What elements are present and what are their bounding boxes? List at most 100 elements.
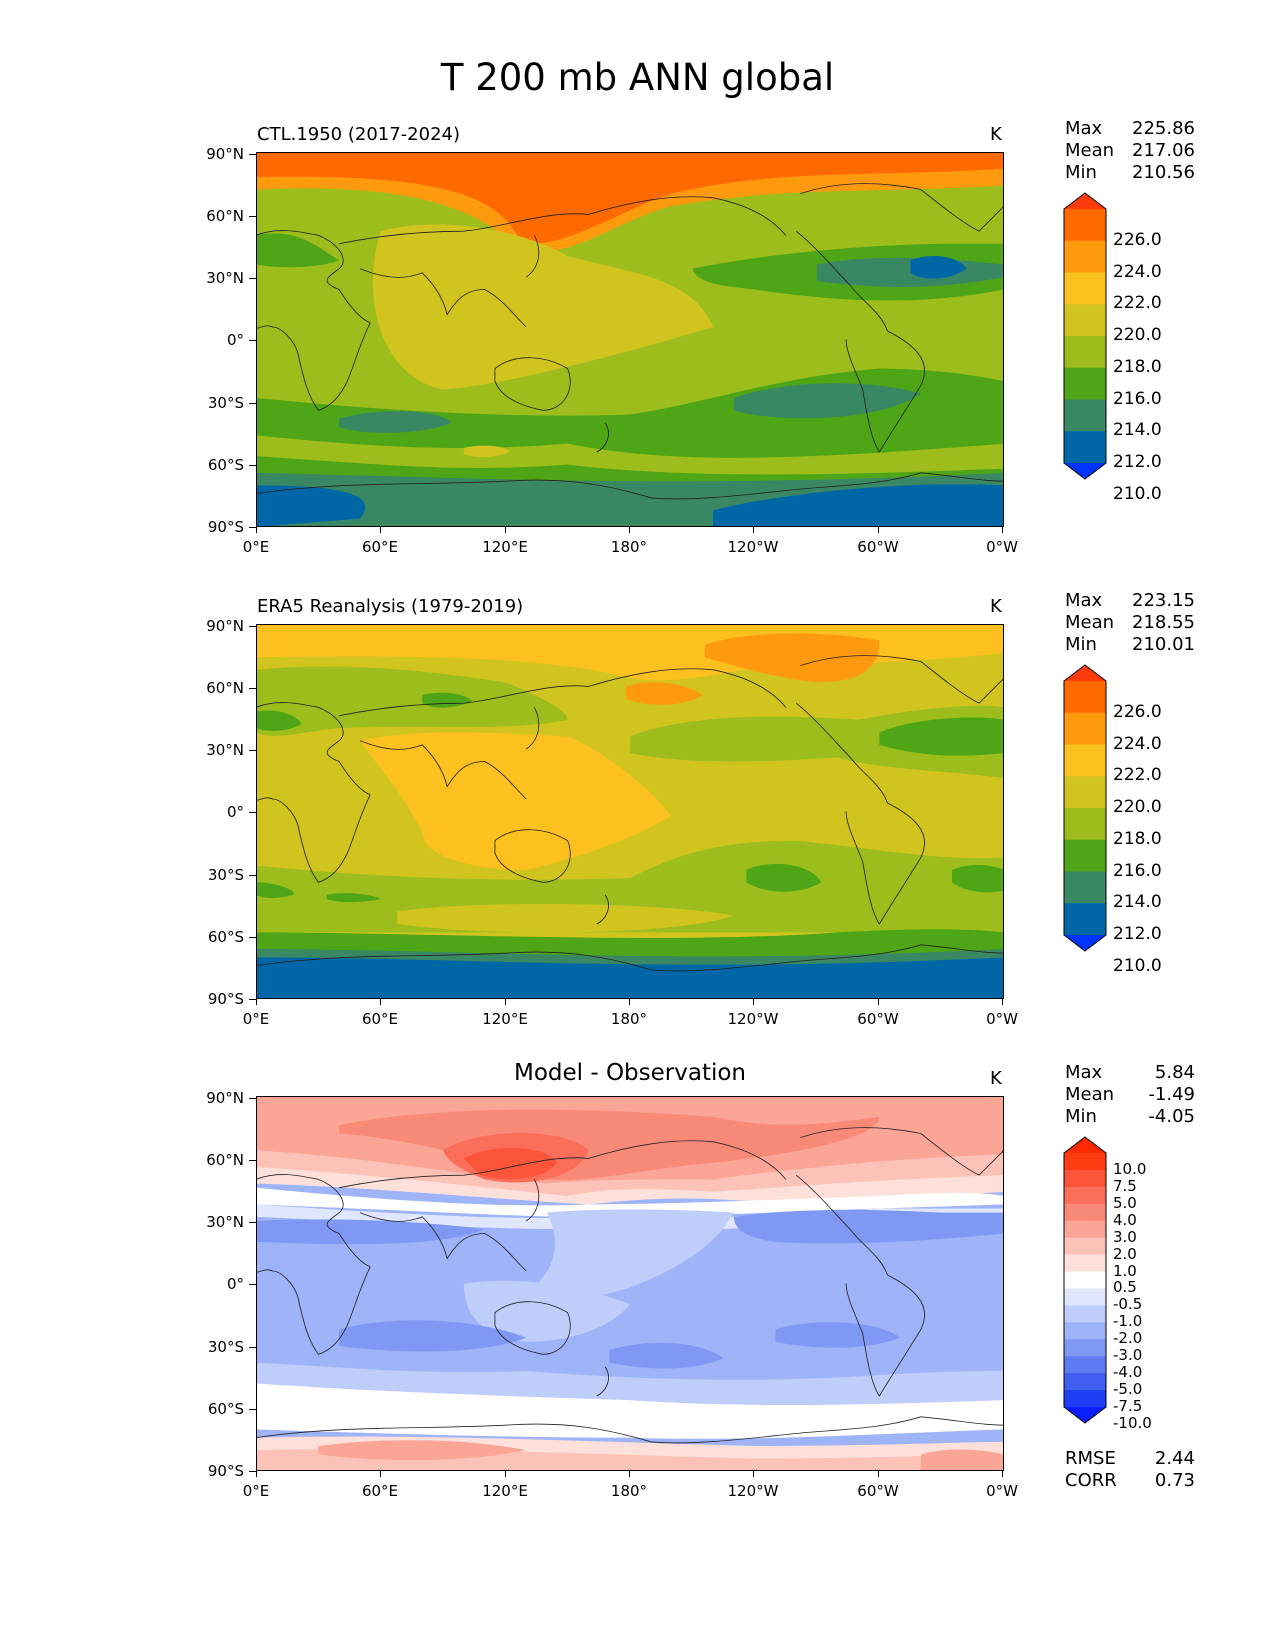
lon-tick — [629, 1470, 630, 1477]
colorbar-graphic — [1063, 1136, 1107, 1424]
colorbar-tick-label: 5.0 — [1113, 1193, 1137, 1212]
colorbar-graphic — [1063, 192, 1107, 480]
colorbar-tick-label: 222.0 — [1113, 293, 1162, 314]
lat-label: 0° — [226, 331, 244, 349]
lat-label: 60°N — [206, 679, 244, 697]
colorbar-bin — [1064, 744, 1106, 777]
field-region — [775, 1322, 901, 1348]
mean-value: 217.06 — [1132, 140, 1195, 161]
colorbar-bin — [1064, 209, 1106, 242]
min-value: 210.56 — [1132, 162, 1195, 183]
colorbar-bin — [1064, 1373, 1106, 1391]
map-field-ctl — [256, 152, 1004, 527]
lon-tick — [256, 1470, 257, 1477]
colorbar-tick-label: -2.0 — [1113, 1329, 1143, 1348]
field-region — [256, 1383, 1004, 1439]
mean-label: Mean — [1065, 140, 1115, 161]
colorbar-bin — [1064, 1186, 1106, 1205]
field-region — [256, 152, 1004, 158]
lon-label: 120°W — [727, 538, 779, 556]
max-label: Max — [1065, 590, 1103, 611]
field-region — [359, 732, 672, 870]
lat-label: 60°N — [206, 1151, 244, 1169]
map-diff — [256, 1096, 1004, 1471]
lat-tick — [249, 1471, 256, 1472]
field-region — [713, 484, 1004, 527]
field-region — [318, 1440, 527, 1461]
lat-label: 90°S — [207, 990, 244, 1008]
lon-tick — [256, 526, 257, 533]
mean-label: Mean — [1065, 1084, 1115, 1105]
rmse-value: 2.44 — [1154, 1448, 1195, 1469]
coastlines — [256, 183, 1004, 500]
panel-title: ERA5 Reanalysis (1979-2019) — [257, 596, 524, 617]
lon-label: 0°E — [242, 1010, 270, 1028]
lon-tick — [380, 1470, 381, 1477]
lat-label: 60°N — [206, 207, 244, 225]
colorbar-tick-label: 0.5 — [1113, 1278, 1137, 1297]
field-region — [505, 1209, 734, 1309]
lat-label: 90°S — [207, 518, 244, 536]
lon-label: 60°W — [857, 1010, 899, 1028]
stats-box: Max 225.86 Mean 217.06 Min 210.56 — [1065, 118, 1195, 184]
colorbar-bin — [1064, 808, 1106, 841]
lat-label: 90°S — [207, 1462, 244, 1480]
lon-label: 0°E — [242, 1482, 270, 1500]
lon-label: 180° — [610, 1482, 648, 1500]
lat-label: 30°N — [206, 269, 244, 287]
lon-label: 0°W — [986, 1010, 1018, 1028]
colorbar-tick-label: 214.0 — [1113, 420, 1162, 441]
colorbar-tick-label: -3.0 — [1113, 1346, 1143, 1365]
colorbar-bin — [1064, 1305, 1106, 1323]
mean-label: Mean — [1065, 612, 1115, 633]
lat-tick — [249, 1160, 256, 1161]
colorbar-tick-label: 210.0 — [1113, 955, 1162, 976]
colorbar-extend-min — [1064, 1407, 1106, 1423]
lon-label: 120°E — [482, 538, 528, 556]
lon-tick — [1002, 1470, 1003, 1477]
lat-tick — [249, 154, 256, 155]
panel-era5: ERA5 Reanalysis (1979-2019) K — [0, 584, 1275, 1054]
field-region — [952, 865, 1004, 893]
field-region — [326, 893, 381, 903]
lat-tick — [249, 688, 256, 689]
field-region — [733, 1209, 1004, 1244]
colorbar-bin — [1064, 1169, 1106, 1188]
colorbar-tick-label: 1.0 — [1113, 1261, 1137, 1280]
lon-label: 120°W — [727, 1482, 779, 1500]
lat-tick — [249, 403, 256, 404]
colorbar-tick-label: 212.0 — [1113, 452, 1162, 472]
lat-tick — [249, 812, 256, 813]
colorbar-bin — [1064, 272, 1106, 305]
lat-tick — [249, 216, 256, 217]
lat-tick — [249, 750, 256, 751]
colorbar-bin — [1064, 871, 1106, 904]
lat-label: 90°N — [206, 145, 244, 163]
colorbar-tick-label: -4.0 — [1113, 1363, 1143, 1382]
lat-tick — [249, 1098, 256, 1099]
colorbar-extend-max — [1064, 193, 1106, 209]
lat-tick — [249, 465, 256, 466]
lat-label: 30°S — [207, 1338, 244, 1356]
colorbar-tick-label: -1.0 — [1113, 1312, 1143, 1331]
colorbar-bin — [1064, 1153, 1106, 1171]
lat-label: 90°N — [206, 1089, 244, 1107]
field-region — [704, 633, 880, 683]
lon-tick — [380, 998, 381, 1005]
field-region — [463, 1280, 630, 1342]
lon-tick — [753, 998, 754, 1005]
field-region — [256, 152, 1004, 244]
colorbar-tick-label: 212.0 — [1113, 924, 1162, 944]
map-ctl — [256, 152, 1004, 527]
colorbar-tick-label: 226.0 — [1113, 229, 1162, 250]
lat-tick — [249, 527, 256, 528]
field-region — [397, 903, 734, 933]
min-value: -4.05 — [1148, 1106, 1195, 1127]
lon-label: 60°E — [361, 1010, 399, 1028]
lat-label: 30°S — [207, 394, 244, 412]
colorbar-tick-label: 216.0 — [1113, 388, 1162, 409]
field-region — [256, 233, 340, 268]
lat-tick — [249, 340, 256, 341]
field-region — [256, 957, 1004, 999]
field-region — [256, 710, 302, 731]
